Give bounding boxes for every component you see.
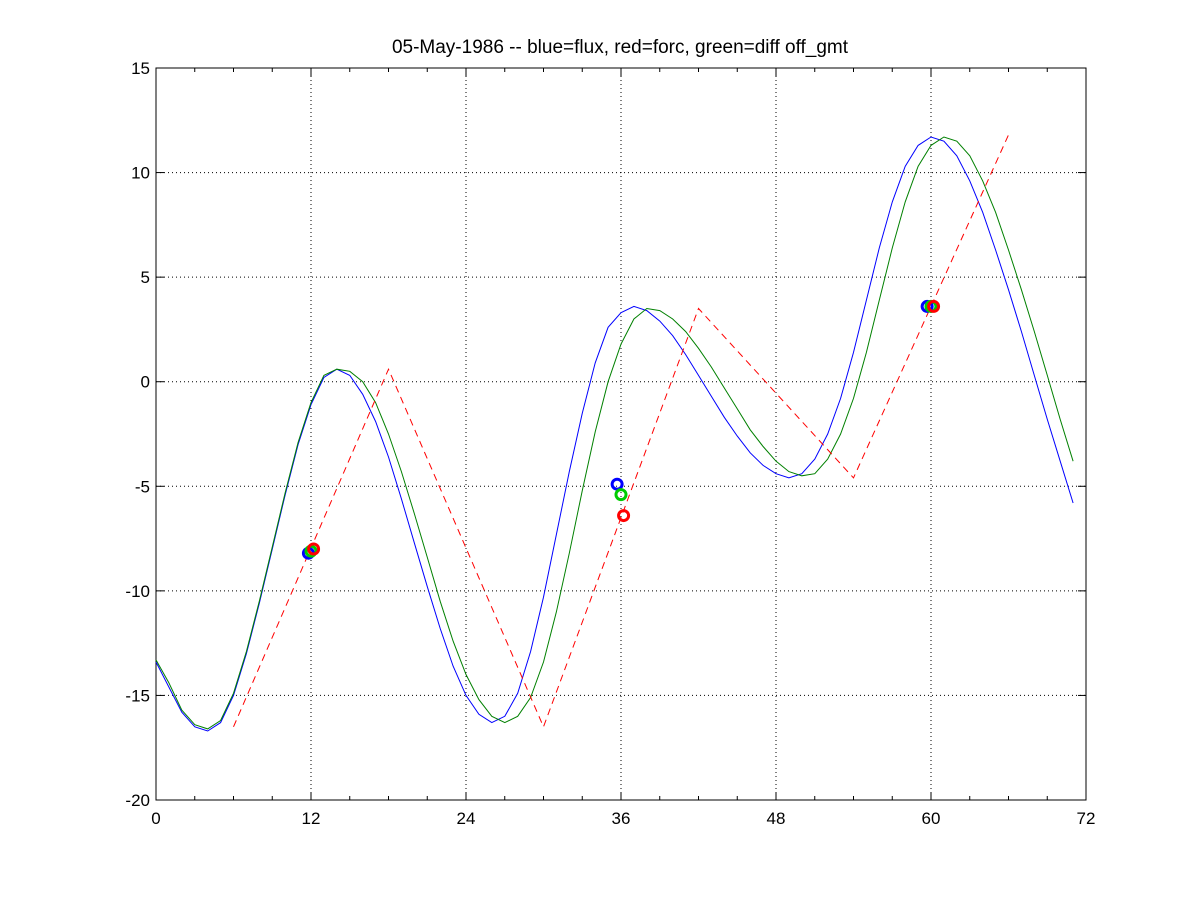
y-tick-label: 0 (141, 373, 150, 392)
marker (927, 299, 941, 313)
x-tick-label: 60 (922, 809, 941, 828)
x-tick-label: 0 (151, 809, 160, 828)
y-tick-label: 10 (131, 164, 150, 183)
y-tick-label: 5 (141, 268, 150, 287)
y-tick-label: -15 (125, 686, 150, 705)
chart-title: 05-May-1986 -- blue=flux, red=forc, gree… (392, 37, 849, 58)
axis-ticks: 0 12 24 36 48 60 72 -20 -15 -10 -5 0 5 10 15 (125, 59, 1095, 828)
marker (610, 477, 624, 491)
x-tick-label: 12 (302, 809, 321, 828)
x-tick-label: 36 (612, 809, 631, 828)
marker (307, 542, 321, 556)
series-line (155, 136, 1074, 732)
x-tick-label: 48 (767, 809, 786, 828)
x-tick-label: 24 (457, 809, 476, 828)
y-tick-label: -5 (135, 477, 150, 496)
grid (156, 68, 1086, 800)
x-tick-label: 72 (1077, 809, 1096, 828)
plot-frame (155, 67, 1087, 801)
markers (301, 299, 941, 560)
series-line (155, 136, 1074, 730)
marker (617, 509, 631, 523)
series-line (233, 134, 1009, 729)
marker (614, 488, 628, 502)
y-tick-label: -20 (125, 791, 150, 810)
series-lines (155, 134, 1074, 732)
y-tick-label: -10 (125, 582, 150, 601)
y-tick-label: 15 (131, 59, 150, 78)
